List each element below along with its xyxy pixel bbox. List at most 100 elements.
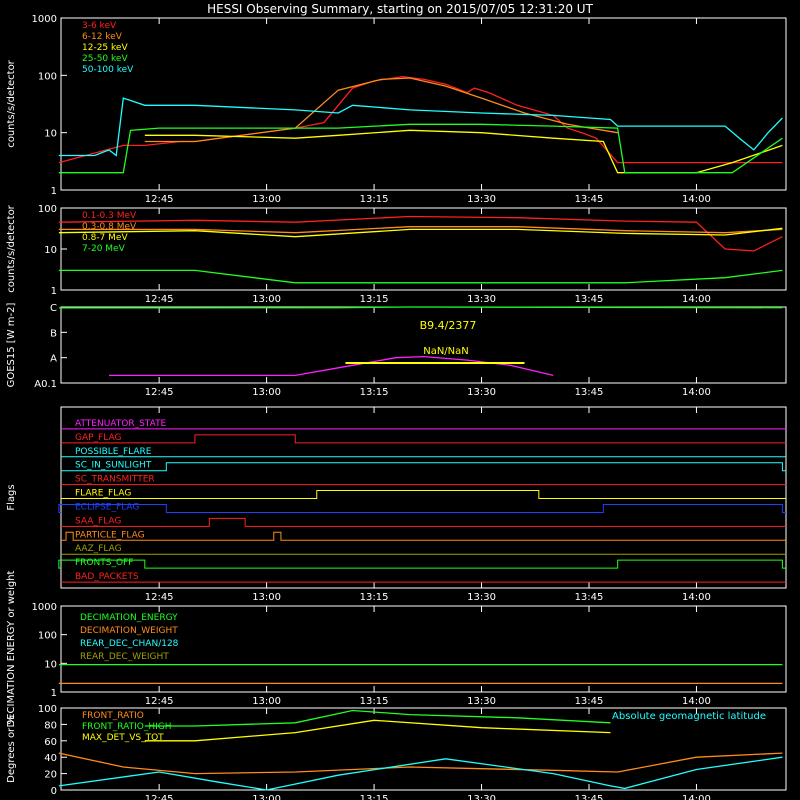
time-tick-label: 14:00 <box>682 294 711 305</box>
series-line <box>58 97 783 157</box>
legend-entry: DECIMATION_ENERGY <box>80 613 178 623</box>
series-line <box>58 756 783 791</box>
panel-decimation: 12:45 13:00 13:15 13:30 13:45 14:00 DECIMATION… <box>6 570 787 727</box>
legend-entry: 25-50 keV <box>82 54 128 64</box>
flag-label: AAZ_FLAG <box>75 544 122 554</box>
series-line <box>144 709 611 727</box>
time-tick-label: 13:00 <box>252 387 281 398</box>
time-tick-label: 12:45 <box>145 592 174 603</box>
time-tick-label: 14:00 <box>682 794 711 800</box>
time-tick-label: 13:45 <box>575 387 604 398</box>
flag-label: SAA_FLAG <box>75 516 121 526</box>
y-tick-label: 100 <box>38 704 57 715</box>
y-axis-label: Degrees or % <box>6 715 17 783</box>
legend-entry: REAR_DEC_CHAN/128 <box>80 639 179 649</box>
series-line <box>58 226 783 234</box>
panel-frame <box>60 707 787 791</box>
time-tick-label: 13:30 <box>467 387 496 398</box>
y-tick-label: 1 <box>51 286 57 297</box>
series-line <box>58 75 783 164</box>
series-line <box>144 129 783 174</box>
annotation: Absolute geomagnetic latitude <box>612 711 766 722</box>
y-tick-label: 100 <box>38 204 57 215</box>
time-tick-label: 13:00 <box>252 194 281 205</box>
y-tick-label: 20 <box>44 770 57 781</box>
y-axis-label: counts/s/detector <box>6 59 17 147</box>
y-tick-label: 1 <box>51 186 57 197</box>
panel-hi-energy: 12:45 13:00 13:15 13:30 13:45 14:00 counts/s/d… <box>6 204 787 305</box>
time-tick-label: 13:15 <box>360 294 389 305</box>
legend-entry: 7-20 MeV <box>82 244 126 254</box>
y-tick-label: 10 <box>44 129 57 140</box>
flag-label: POSSIBLE_FLARE <box>75 447 152 457</box>
y-tick-label: 1000 <box>32 14 57 25</box>
flag-label: FRONTS_OFF <box>75 558 133 568</box>
time-tick-label: 13:00 <box>252 794 281 800</box>
y-tick-label: 0 <box>51 786 57 797</box>
y-tick-label: 1 <box>51 688 57 699</box>
time-tick-label: 13:30 <box>467 294 496 305</box>
time-tick-label: 13:30 <box>467 194 496 205</box>
flag-label: SC_IN_SUNLIGHT <box>75 461 152 471</box>
time-tick-label: 13:45 <box>575 294 604 305</box>
series-line <box>144 719 611 742</box>
panel-lo-energy: 12:45 13:00 13:15 13:30 13:45 14:00 counts/s/d… <box>6 14 787 205</box>
figure-title: HESSI Observing Summary, starting on 201… <box>207 2 593 16</box>
time-tick-label: 13:00 <box>252 294 281 305</box>
time-tick-label: 14:00 <box>682 592 711 603</box>
series-line <box>58 269 783 284</box>
time-tick-label: 14:00 <box>682 696 711 707</box>
y-tick-label: 10 <box>44 245 57 256</box>
legend-entry: 6-12 keV <box>82 32 123 42</box>
panel-frame <box>60 406 787 589</box>
y-axis-label: counts/s/detector <box>6 204 17 292</box>
y-axis-label: Flags <box>6 484 17 510</box>
flag-line <box>61 462 786 472</box>
flag-label: FLARE_FLAG <box>75 489 131 499</box>
time-tick-label: 12:45 <box>145 794 174 800</box>
series-line <box>109 355 554 377</box>
time-tick-label: 12:45 <box>145 194 174 205</box>
y-tick-label: 40 <box>44 753 57 764</box>
y-tick-label: 80 <box>44 720 57 731</box>
legend-entry: DECIMATION_WEIGHT <box>80 626 178 636</box>
legend-entry: 12-25 keV <box>82 43 128 53</box>
time-tick-label: 13:30 <box>467 592 496 603</box>
series-line <box>58 227 783 238</box>
flag-line <box>58 559 786 569</box>
flag-line <box>61 517 786 527</box>
y-tick-label: 100 <box>38 631 57 642</box>
flag-label: SC_TRANSMITTER <box>75 475 155 485</box>
annotation: B9.4/2377 <box>420 319 477 332</box>
time-tick-label: 13:15 <box>360 194 389 205</box>
time-tick-label: 13:15 <box>360 794 389 800</box>
legend-entry: 0.1-0.3 MeV <box>82 211 137 221</box>
flag-line <box>58 503 786 513</box>
y-tick-label: A <box>50 354 57 365</box>
legend-entry: 0.3-0.8 MeV <box>82 222 137 232</box>
y-axis-label: DECIMATION ENERGY or weight <box>6 570 17 727</box>
panel-frame <box>60 17 787 191</box>
panel-goes: 12:45 13:00 13:15 13:30 13:45 14:00 GOES15 [W … <box>6 303 787 398</box>
panel-flags: 12:45 13:00 13:15 13:30 13:45 14:00 Flags ATTEN… <box>6 406 787 603</box>
series-line <box>58 215 783 252</box>
time-tick-label: 13:45 <box>575 696 604 707</box>
time-tick-label: 13:45 <box>575 194 604 205</box>
time-tick-label: 14:00 <box>682 387 711 398</box>
time-tick-label: 13:45 <box>575 794 604 800</box>
time-tick-label: 13:15 <box>360 592 389 603</box>
time-tick-label: 12:45 <box>145 387 174 398</box>
legend-entry: 0.8-7 MeV <box>82 233 128 243</box>
time-tick-label: 13:30 <box>467 794 496 800</box>
time-tick-label: 13:00 <box>252 592 281 603</box>
flag-line <box>61 490 786 500</box>
panel-ratios: 12:45 13:00 13:15 13:30 13:45 14:00 Degrees or… <box>6 704 787 800</box>
time-tick-label: 13:00 <box>252 696 281 707</box>
annotation: NaN/NaN <box>423 346 469 357</box>
y-tick-label: 100 <box>38 71 57 82</box>
time-tick-label: 12:45 <box>145 294 174 305</box>
legend-entry: FRONT_RATIO <box>82 711 144 721</box>
panel-frame <box>60 605 787 693</box>
y-tick-label: C <box>50 303 57 314</box>
